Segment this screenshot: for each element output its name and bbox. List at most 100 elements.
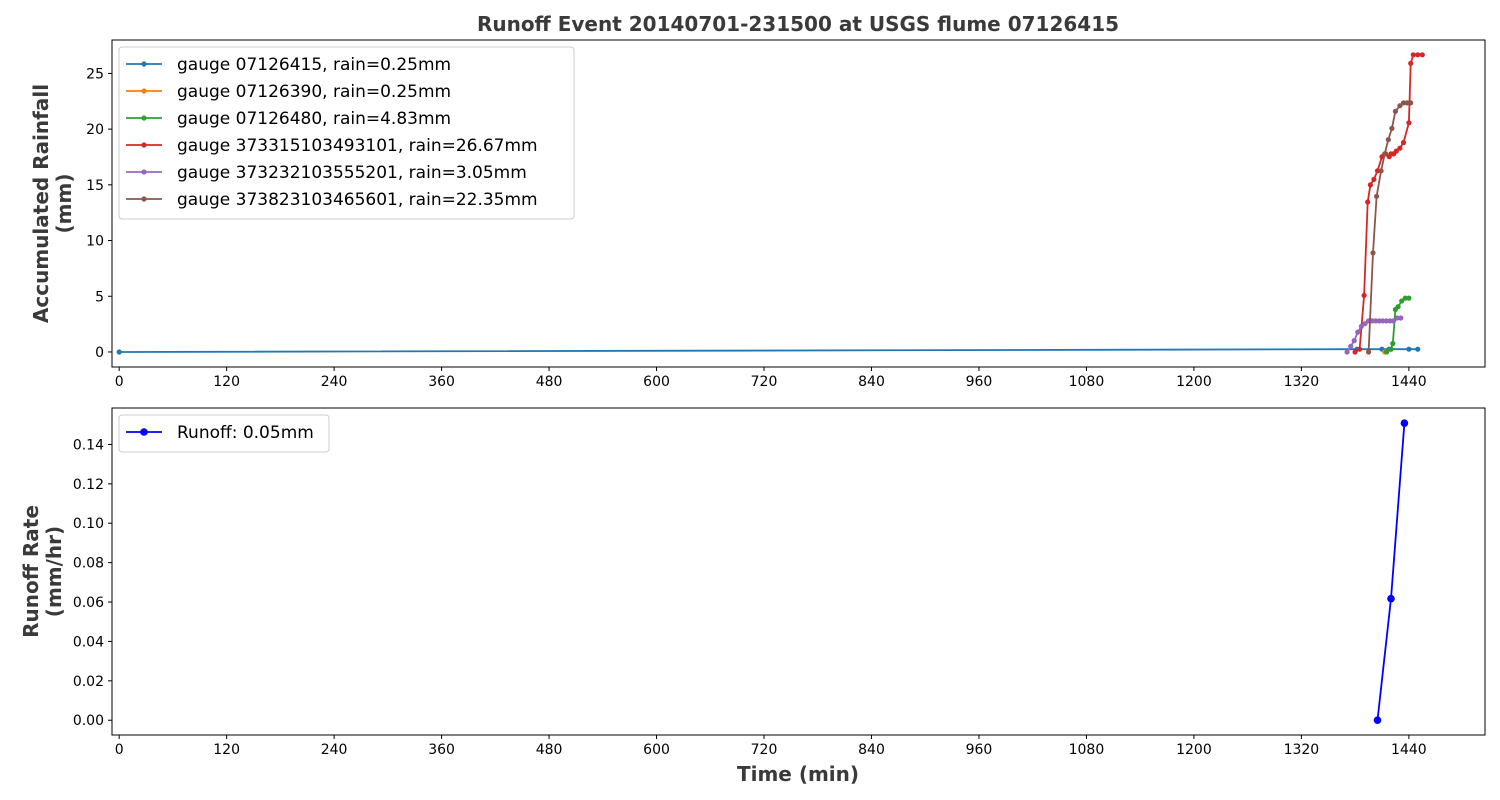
chart1-x-tick-label: 600 [643, 742, 670, 758]
chart1-y-tick-label: 0.14 [73, 437, 104, 453]
chart1-x-tick-label: 720 [751, 742, 778, 758]
chart0-legend-label: gauge 373315103493101, rain=26.67mm [177, 136, 538, 156]
chart0-series-gauge-373823103465601-rain-22-35mm-point [1400, 100, 1407, 106]
chart1-y-axis-label: Runoff Rate(mm/hr) [19, 505, 66, 638]
chart0-x-tick-label: 120 [213, 374, 240, 390]
chart0-series-gauge-373315103493101-rain-26-67mm-point [1397, 145, 1403, 151]
chart0-series-gauge-373232103555201-rain-3-05mm-point [1383, 318, 1390, 324]
chart1-y-tick-label: 0.12 [73, 477, 104, 493]
chart0-series-gauge-373823103465601-rain-22-35mm-point [1382, 151, 1388, 157]
chart0-series-gauge-373232103555201-rain-3-05mm-point [1344, 349, 1350, 355]
chart0-series-gauge-373823103465601-rain-22-35mm-point [1408, 100, 1414, 106]
chart0-x-tick-label: 480 [536, 374, 563, 390]
chart0-series-gauge-373232103555201-rain-3-05mm-point [1351, 338, 1357, 344]
chart1-x-tick-label: 1200 [1176, 742, 1212, 758]
runoff-panel: 0 120 240 360 480 600 720 840 960 1080 1200 1320 144… [19, 407, 1486, 758]
chart0-series-gauge-07126480-rain-4-83mm-point [1402, 295, 1408, 301]
chart0-series-gauge-373823103465601-rain-22-35mm-point [1404, 100, 1410, 106]
chart0-series-gauge-373315103493101-rain-26-67mm-point [1393, 148, 1399, 154]
chart0-series-gauge-373315103493101-rain-26-67mm-point [1400, 139, 1407, 146]
chart0-series-gauge-373232103555201-rain-3-05mm-point [1394, 315, 1400, 321]
chart0-y-tick-label: 15 [86, 178, 104, 194]
chart0-legend-marker [141, 169, 147, 175]
chart0-series-gauge-373823103465601-rain-22-35mm-point [1397, 103, 1403, 109]
chart1-x-tick-label: 1080 [1069, 742, 1105, 758]
chart0-series-gauge-07126415-rain-0-25mm-point [116, 349, 122, 355]
chart0-series-gauge-07126480-rain-4-83mm-point [1399, 298, 1405, 304]
chart0-series-gauge-373315103493101-rain-26-67mm-point [1374, 168, 1381, 174]
chart0-series-gauge-373315103493101-rain-26-67mm-point [1371, 176, 1377, 182]
chart0-series-gauge-373315103493101-rain-26-67mm-point [1408, 60, 1414, 66]
chart1-axes-frame [111, 407, 1486, 736]
chart0-legend [118, 46, 575, 220]
chart0-series-gauge-373232103555201-rain-3-05mm-point [1358, 323, 1364, 329]
chart0-series-gauge-07126415-rain-0-25mm-point [1406, 346, 1412, 352]
chart1-series-runoff-0-05mm-point [1373, 716, 1382, 724]
chart0-y-axis-label: Accumulated Rainfall(mm) [29, 84, 76, 323]
figure-title: Runoff Event 20140701-231500 at USGS flu… [477, 12, 1119, 36]
chart0-series-gauge-373232103555201-rain-3-05mm-point [1373, 318, 1379, 324]
chart1-y-tick-label: 0.10 [73, 516, 104, 532]
chart0-legend-label: gauge 07126480, rain=4.83mm [177, 109, 451, 129]
chart0-series-gauge-373232103555201-rain-3-05mm-point [1380, 318, 1386, 324]
chart0-legend-label: gauge 07126415, rain=0.25mm [177, 55, 451, 75]
chart0-series-gauge-373232103555201-rain-3-05mm-point [1391, 318, 1397, 324]
chart0-series-gauge-07126480-rain-4-83mm-point [1383, 349, 1390, 355]
chart1-x-tick-label: 840 [858, 742, 885, 758]
chart0-series-gauge-373315103493101-rain-26-67mm-point [1352, 349, 1358, 355]
chart1-legend-marker [140, 428, 148, 436]
rainfall-panel: 0 120 240 360 480 600 720 840 960 1080 1200 1320 144… [29, 39, 1486, 390]
chart0-series-gauge-373823103465601-rain-22-35mm-point [1370, 250, 1376, 256]
chart0-y-tick-label: 5 [95, 289, 104, 305]
chart1-y-tick-label: 0.04 [73, 634, 104, 650]
chart0-x-tick-label: 240 [321, 374, 348, 390]
chart1-x-tick-label: 240 [321, 742, 348, 758]
chart0-series-gauge-373823103465601-rain-22-35mm-point [1378, 168, 1384, 174]
chart0-series-gauge-07126480-rain-4-83mm-point [1388, 346, 1394, 352]
chart0-series-gauge-373315103493101-rain-26-67mm-point [1406, 120, 1412, 126]
chart1-y-tick-label: 0.00 [73, 713, 104, 729]
chart1-series-runoff-0-05mm-point [1387, 594, 1395, 603]
chart1-y-tick-label: 0.06 [73, 595, 104, 611]
chart0-legend-marker [141, 142, 147, 148]
x-axis-label: Time (min) [737, 762, 859, 786]
chart0-legend-label: gauge 373823103465601, rain=22.35mm [177, 190, 538, 210]
chart0-series-gauge-373315103493101-rain-26-67mm-point [1410, 52, 1416, 58]
chart0-y-tick-label: 20 [86, 122, 104, 138]
chart0-y-tick-label: 25 [86, 66, 104, 82]
chart0-x-tick-label: 840 [858, 374, 885, 390]
chart0-legend-marker [141, 88, 147, 94]
chart1-legend-label: Runoff: 0.05mm [177, 423, 314, 443]
chart0-x-tick-label: 360 [428, 374, 455, 390]
chart0-series-gauge-07126415-rain-0-25mm-point [1415, 346, 1421, 352]
chart1-y-tick-label: 0.02 [73, 674, 104, 690]
chart0-series-gauge-07126480-rain-4-83mm-point [1390, 340, 1396, 347]
chart1-legend [118, 414, 330, 453]
chart1-x-tick-label: 960 [966, 742, 993, 758]
chart1-x-tick-label: 1440 [1391, 742, 1427, 758]
chart0-series-gauge-373232103555201-rain-3-05mm-point [1348, 343, 1354, 349]
chart0-series-gauge-373232103555201-rain-3-05mm-point [1355, 329, 1361, 335]
chart0-x-tick-label: 1200 [1176, 374, 1212, 390]
chart0-series-gauge-373823103465601-rain-22-35mm-point [1374, 193, 1380, 199]
chart0-x-tick-label: 720 [751, 374, 778, 390]
chart0-series-gauge-373823103465601-rain-22-35mm-point [1389, 125, 1395, 131]
chart0-series-gauge-373232103555201-rain-3-05mm-point [1376, 318, 1382, 324]
chart0-series-gauge-373315103493101-rain-26-67mm-point [1361, 292, 1367, 298]
chart1-x-tick-label: 0 [115, 742, 124, 758]
chart0-x-tick-label: 1440 [1391, 374, 1427, 390]
chart0-x-tick-label: 600 [643, 374, 670, 390]
chart1-x-tick-label: 1320 [1284, 742, 1320, 758]
chart0-series-gauge-373315103493101-rain-26-67mm-point [1365, 199, 1371, 205]
chart0-series-gauge-07126480-rain-4-83mm-point [1406, 295, 1412, 301]
chart0-series-gauge-373315103493101-rain-26-67mm-point [1367, 182, 1373, 188]
chart0-legend-marker [141, 115, 147, 121]
chart1-x-tick-label: 120 [213, 742, 240, 758]
chart0-legend-label: gauge 373232103555201, rain=3.05mm [177, 163, 527, 183]
chart1-y-tick-label: 0.08 [73, 556, 104, 572]
chart0-series-gauge-07126480-rain-4-83mm-point [1395, 304, 1401, 310]
chart0-series-gauge-373315103493101-rain-26-67mm-point [1415, 52, 1421, 58]
chart0-series-gauge-373315103493101-rain-26-67mm-point [1357, 346, 1363, 352]
chart1-x-tick-label: 480 [536, 742, 563, 758]
